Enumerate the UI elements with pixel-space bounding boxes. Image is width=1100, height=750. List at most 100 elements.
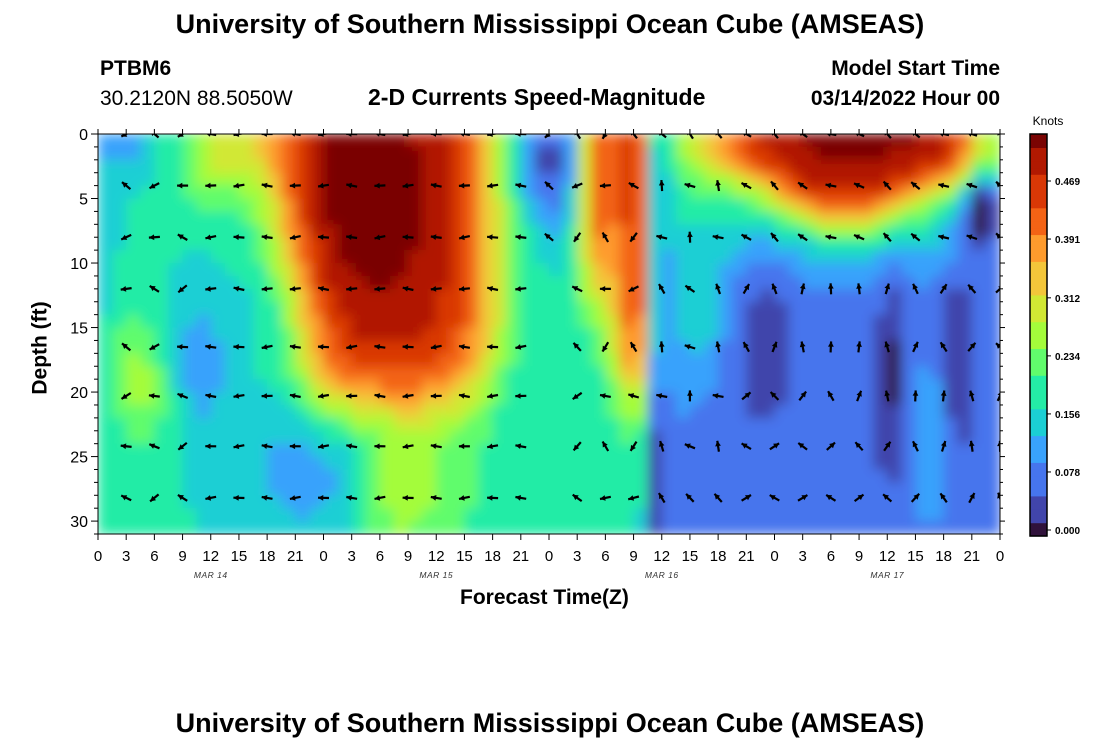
heatmap-cell bbox=[844, 482, 860, 497]
current-arrow bbox=[402, 286, 414, 292]
heatmap-cell bbox=[859, 314, 874, 329]
current-arrow bbox=[402, 495, 414, 501]
colorbar-cell bbox=[1030, 509, 1047, 517]
x-tick-label: 6 bbox=[827, 548, 835, 565]
heatmap-cell bbox=[802, 482, 818, 497]
heatmap-cell bbox=[760, 366, 776, 380]
heatmap-cell bbox=[126, 172, 142, 187]
heatmap-cell bbox=[295, 159, 311, 174]
x-tick-label: 0 bbox=[319, 548, 327, 565]
heatmap-cell bbox=[591, 301, 607, 316]
heatmap-cell bbox=[464, 288, 480, 303]
heatmap-cell bbox=[281, 275, 297, 290]
heatmap-cell bbox=[478, 366, 494, 380]
current-arrow bbox=[771, 341, 778, 353]
colorbar-cell bbox=[1030, 254, 1047, 262]
colorbar-cell bbox=[1030, 274, 1047, 282]
heatmap-cell bbox=[971, 211, 987, 226]
heatmap-cell bbox=[802, 314, 818, 329]
heatmap-cell bbox=[985, 353, 1000, 368]
heatmap-cell bbox=[887, 263, 903, 277]
heatmap-cell bbox=[365, 146, 381, 161]
heatmap-cell bbox=[534, 379, 550, 393]
current-arrow bbox=[742, 341, 750, 353]
heatmap-cell bbox=[126, 430, 142, 445]
heatmap-cell bbox=[859, 198, 874, 213]
heatmap-cell bbox=[816, 327, 832, 342]
heatmap-cell bbox=[168, 469, 184, 484]
heatmap-cell bbox=[887, 275, 903, 290]
heatmap-cell bbox=[253, 417, 268, 432]
heatmap-cell bbox=[549, 366, 564, 380]
heatmap-cell bbox=[478, 185, 494, 200]
heatmap-cell bbox=[534, 250, 550, 264]
heatmap-cell bbox=[859, 443, 874, 458]
heatmap-cell bbox=[337, 134, 353, 148]
colorbar-cell bbox=[1030, 428, 1047, 437]
heatmap-cell bbox=[309, 314, 325, 329]
heatmap-cell bbox=[168, 134, 184, 148]
heatmap-cell bbox=[168, 185, 184, 200]
current-arrow bbox=[968, 492, 976, 504]
heatmap-cell bbox=[732, 417, 748, 432]
heatmap-cell bbox=[436, 159, 452, 174]
heatmap-cell bbox=[563, 443, 578, 458]
heatmap-cell bbox=[971, 404, 987, 419]
heatmap-cell bbox=[971, 172, 987, 187]
heatmap-cell bbox=[563, 366, 578, 380]
heatmap-cell bbox=[224, 314, 240, 329]
heatmap-cell bbox=[844, 250, 860, 264]
heatmap-cell bbox=[577, 211, 593, 226]
heatmap-cell bbox=[943, 237, 959, 251]
heatmap-cell bbox=[985, 508, 1000, 522]
heatmap-cell bbox=[506, 185, 522, 200]
heatmap-cell bbox=[281, 159, 297, 174]
heatmap-cell bbox=[549, 521, 564, 534]
heatmap-cell bbox=[98, 288, 113, 303]
heatmap-cell bbox=[887, 404, 903, 419]
current-arrow bbox=[120, 443, 132, 450]
heatmap-cell bbox=[830, 250, 846, 264]
x-tick-label: 9 bbox=[855, 548, 863, 565]
heatmap-cell bbox=[704, 495, 719, 509]
heatmap-cell bbox=[224, 379, 240, 393]
heatmap-cell bbox=[295, 456, 311, 471]
heatmap-cell bbox=[718, 495, 734, 509]
heatmap-cell bbox=[224, 327, 240, 342]
heatmap-cell bbox=[619, 430, 635, 445]
heatmap-cell bbox=[379, 366, 395, 380]
heatmap-cell bbox=[985, 495, 1000, 509]
heatmap-cell bbox=[323, 237, 339, 251]
current-arrow bbox=[572, 493, 583, 502]
heatmap-cell bbox=[393, 508, 409, 522]
colorbar-cell bbox=[1030, 241, 1047, 249]
heatmap-cell bbox=[422, 456, 438, 471]
heatmap-cell bbox=[450, 237, 466, 251]
heatmap-cell bbox=[901, 456, 917, 471]
current-arrow bbox=[884, 390, 890, 402]
heatmap-cell bbox=[830, 443, 846, 458]
heatmap-cell bbox=[267, 134, 283, 148]
heatmap-cell bbox=[492, 353, 508, 368]
colorbar-tick-label: 0.156 bbox=[1055, 410, 1080, 421]
heatmap-cell bbox=[295, 392, 311, 406]
heatmap-cell bbox=[929, 250, 945, 264]
heatmap-cell bbox=[210, 353, 226, 368]
heatmap-cell bbox=[577, 353, 593, 368]
current-arrow bbox=[261, 182, 273, 189]
heatmap-cell bbox=[915, 469, 931, 484]
current-arrow bbox=[430, 182, 442, 189]
current-arrow bbox=[997, 492, 1000, 502]
heatmap-cell bbox=[154, 340, 170, 355]
heatmap-cell bbox=[267, 172, 283, 187]
current-arrow bbox=[797, 494, 808, 502]
current-arrow bbox=[515, 286, 527, 292]
heatmap-cell bbox=[689, 237, 705, 251]
heatmap-cell bbox=[788, 430, 804, 445]
heatmap-cell bbox=[661, 327, 677, 342]
heatmap-cell bbox=[704, 288, 719, 303]
heatmap-cell bbox=[295, 366, 311, 380]
current-arrow bbox=[374, 234, 386, 241]
heatmap-cell bbox=[408, 224, 423, 239]
heatmap-cell bbox=[661, 417, 677, 432]
